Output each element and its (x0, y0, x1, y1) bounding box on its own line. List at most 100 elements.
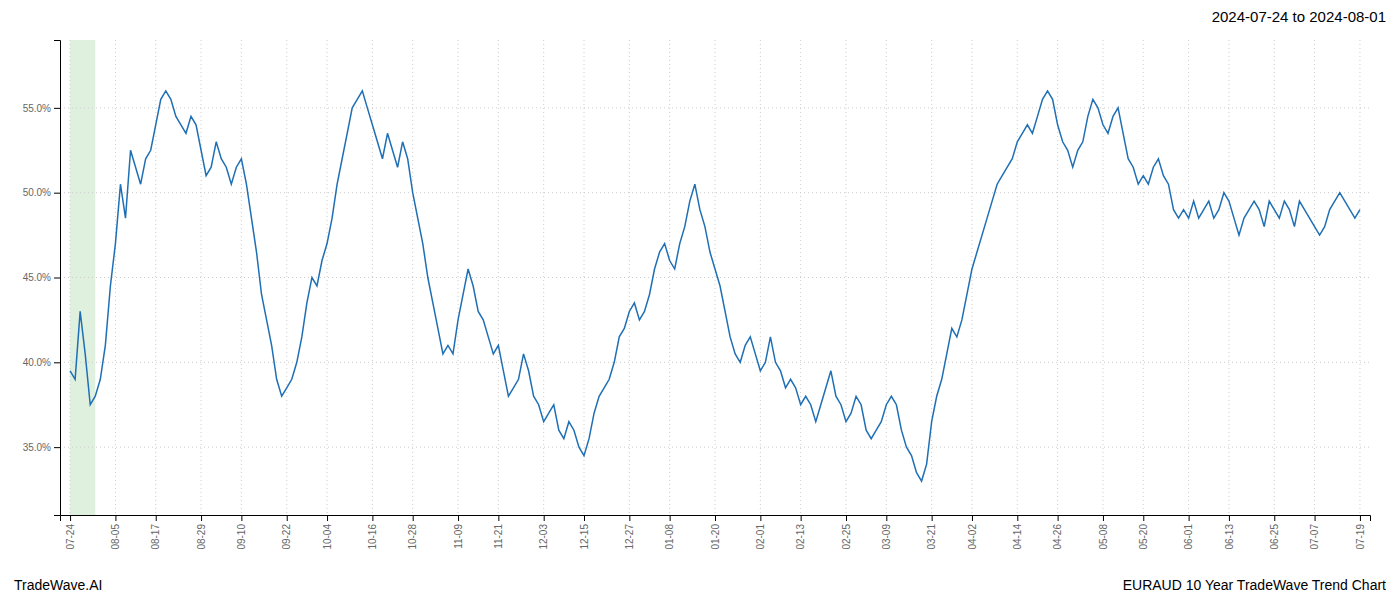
grid-line-x (715, 40, 716, 515)
x-tick-mark (413, 515, 414, 521)
x-tick-label: 06-25 (1269, 524, 1280, 550)
x-tick-mark (372, 515, 373, 521)
x-tick: 07-07 (1309, 515, 1320, 550)
x-tick-mark (115, 515, 116, 521)
grid-line-x (458, 40, 459, 515)
grid-line-x (1188, 40, 1189, 515)
x-tick: 10-04 (322, 515, 333, 550)
highlight-layer (70, 40, 95, 515)
y-tick-mark (54, 278, 60, 279)
x-tick-mark (1189, 515, 1190, 521)
y-tick-mark (54, 447, 60, 448)
grid-line-x (971, 40, 972, 515)
y-tick-mark (54, 193, 60, 194)
y-tick-label: 35.0% (23, 442, 51, 453)
y-tick-label: 50.0% (23, 187, 51, 198)
x-tick-mark (1360, 515, 1361, 521)
x-tick-mark (1315, 515, 1316, 521)
footer-left: TradeWave.AI (14, 577, 102, 593)
x-tick-mark (715, 515, 716, 521)
x-tick-mark (629, 515, 630, 521)
x-tick: 10-28 (407, 515, 418, 550)
grid-line-x (70, 40, 71, 515)
grid-line-y (60, 447, 1370, 448)
grid-line-x (327, 40, 328, 515)
x-tick: 04-02 (967, 515, 978, 550)
y-tick-mark (54, 362, 60, 363)
x-tick-mark (801, 515, 802, 521)
x-tick-label: 10-04 (322, 524, 333, 550)
grid-line-x (286, 40, 287, 515)
x-tick-label: 05-20 (1138, 524, 1149, 550)
x-tick: 03-21 (926, 515, 937, 550)
x-tick-label: 01-20 (710, 524, 721, 550)
grid-line-y (60, 362, 1370, 363)
y-tick-label: 45.0% (23, 272, 51, 283)
y-tick: 40.0% (23, 357, 60, 368)
title: 2024-07-24 to 2024-08-01 (1212, 8, 1386, 25)
grid-line-x (543, 40, 544, 515)
x-tick-mark (70, 515, 71, 521)
x-tick: 02-13 (795, 515, 806, 550)
x-tick-label: 12-15 (579, 524, 590, 550)
grid-line-x (931, 40, 932, 515)
x-tick-label: 03-21 (926, 524, 937, 550)
x-tick-mark (1274, 515, 1275, 521)
x-tick-label: 06-13 (1224, 524, 1235, 550)
x-tick-label: 07-24 (65, 524, 76, 550)
grid-line-x (1057, 40, 1058, 515)
y-tick-label: 40.0% (23, 357, 51, 368)
plot-area: 07-2408-0508-1708-2909-1009-2210-0410-16… (23, 40, 1371, 550)
grid-line-x (372, 40, 373, 515)
x-tick-label: 08-05 (110, 524, 121, 550)
x-tick-label: 09-10 (236, 524, 247, 550)
grid-line-x (584, 40, 585, 515)
x-tick: 05-08 (1098, 515, 1109, 550)
grid-line-x (1359, 40, 1360, 515)
y-tick: 55.0% (23, 103, 60, 114)
x-tick: 03-09 (881, 515, 892, 550)
highlight-region (70, 40, 95, 515)
x-tick: 07-24 (65, 515, 76, 550)
grid-line-x (412, 40, 413, 515)
grid-line-x (498, 40, 499, 515)
x-tick-mark (584, 515, 585, 521)
grid-line-x (846, 40, 847, 515)
x-tick-label: 12-03 (538, 524, 549, 550)
grid (60, 40, 1370, 515)
x-tick-mark (1229, 515, 1230, 521)
x-tick-label: 11-21 (493, 524, 504, 549)
y-tick-label: 55.0% (23, 103, 51, 114)
x-tick: 09-10 (236, 515, 247, 550)
grid-line-x (201, 40, 202, 515)
x-tick: 10-16 (367, 515, 378, 550)
x-tick: 09-22 (281, 515, 292, 550)
grid-line-x (1228, 40, 1229, 515)
grid-line-x (800, 40, 801, 515)
grid-line-x (1102, 40, 1103, 515)
x-tick: 12-15 (579, 515, 590, 550)
x-tick-mark (287, 515, 288, 521)
x-tick-mark (1143, 515, 1144, 521)
x-tick-mark (544, 515, 545, 521)
x-tick-label: 04-26 (1052, 524, 1063, 550)
x-tick: 06-13 (1224, 515, 1235, 550)
x-tick-label: 07-07 (1309, 524, 1320, 550)
x-tick-label: 08-17 (150, 524, 161, 550)
x-tick-label: 02-25 (841, 524, 852, 550)
x-tick: 06-01 (1183, 515, 1194, 550)
x-tick: 11-09 (453, 515, 464, 549)
x-tick-mark (1017, 515, 1018, 521)
x-tick: 01-08 (664, 515, 675, 550)
x-tick-label: 06-01 (1183, 524, 1194, 550)
grid-line-x (1143, 40, 1144, 515)
x-tick-label: 09-22 (281, 524, 292, 550)
x-tick-label: 04-14 (1012, 524, 1023, 550)
x-tick: 02-01 (755, 515, 766, 550)
x-tick-mark (458, 515, 459, 521)
line (70, 91, 1360, 481)
x-tick-label: 02-01 (755, 524, 766, 550)
y-axis: 35.0% 40.0% 45.0% 50.0% 55.0% (23, 41, 61, 516)
x-tick: 06-25 (1269, 515, 1280, 550)
x-tick: 08-05 (110, 515, 121, 550)
